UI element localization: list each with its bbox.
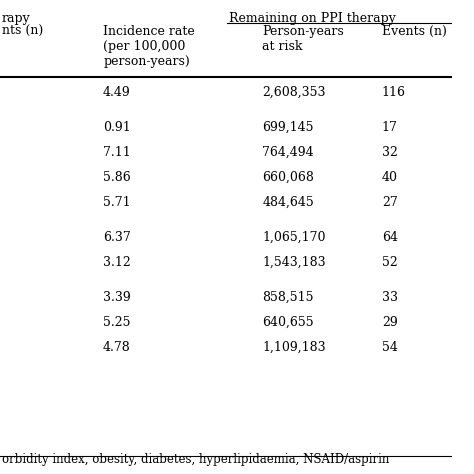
Text: 27: 27 bbox=[382, 196, 398, 209]
Text: Events (n): Events (n) bbox=[382, 25, 447, 38]
Text: 484,645: 484,645 bbox=[263, 196, 314, 209]
Text: 6.37: 6.37 bbox=[103, 231, 131, 244]
Text: Remaining on PPI therapy: Remaining on PPI therapy bbox=[229, 12, 396, 25]
Text: 1,065,170: 1,065,170 bbox=[263, 231, 326, 244]
Text: 3.12: 3.12 bbox=[103, 256, 131, 269]
Text: 29: 29 bbox=[382, 316, 398, 329]
Text: 0.91: 0.91 bbox=[103, 121, 131, 134]
Text: 116: 116 bbox=[382, 86, 406, 99]
Text: 699,145: 699,145 bbox=[263, 121, 314, 134]
Text: 40: 40 bbox=[382, 171, 398, 184]
Text: 32: 32 bbox=[382, 146, 398, 159]
Text: 4.49: 4.49 bbox=[103, 86, 131, 99]
Text: 1,109,183: 1,109,183 bbox=[263, 341, 326, 354]
Text: 5.71: 5.71 bbox=[103, 196, 131, 209]
Text: 17: 17 bbox=[382, 121, 398, 134]
Text: 52: 52 bbox=[382, 256, 398, 269]
Text: 2,608,353: 2,608,353 bbox=[263, 86, 326, 99]
Text: 54: 54 bbox=[382, 341, 398, 354]
Text: 640,655: 640,655 bbox=[263, 316, 314, 329]
Text: Incidence rate
(per 100,000
person-years): Incidence rate (per 100,000 person-years… bbox=[103, 25, 195, 68]
Text: 5.86: 5.86 bbox=[103, 171, 131, 184]
Text: rapy: rapy bbox=[2, 12, 31, 25]
Text: 764,494: 764,494 bbox=[263, 146, 314, 159]
Text: nts (n): nts (n) bbox=[2, 25, 43, 38]
Text: 33: 33 bbox=[382, 291, 398, 304]
Text: 3.39: 3.39 bbox=[103, 291, 131, 304]
Text: 64: 64 bbox=[382, 231, 398, 244]
Text: 5.25: 5.25 bbox=[103, 316, 130, 329]
Text: 4.78: 4.78 bbox=[103, 341, 131, 354]
Text: orbidity index, obesity, diabetes, hyperlipidaemia, NSAID/aspirin: orbidity index, obesity, diabetes, hyper… bbox=[2, 453, 389, 466]
Text: 660,068: 660,068 bbox=[263, 171, 314, 184]
Text: 1,543,183: 1,543,183 bbox=[263, 256, 326, 269]
Text: 858,515: 858,515 bbox=[263, 291, 314, 304]
Text: 7.11: 7.11 bbox=[103, 146, 131, 159]
Text: Person-years
at risk: Person-years at risk bbox=[263, 25, 344, 53]
